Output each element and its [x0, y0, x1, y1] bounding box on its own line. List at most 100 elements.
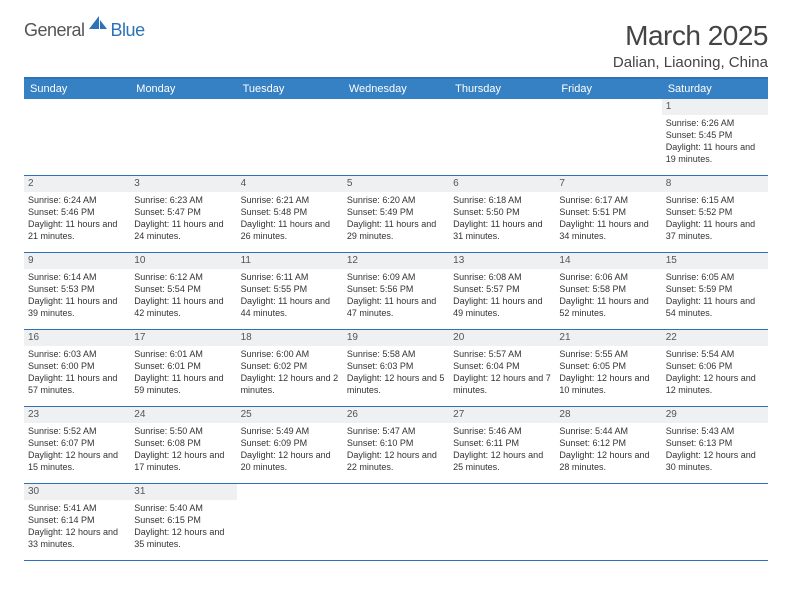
sunset-line: Sunset: 5:50 PM: [453, 206, 551, 218]
day-number: 9: [24, 253, 130, 269]
day-cell: 2Sunrise: 6:24 AMSunset: 5:46 PMDaylight…: [24, 176, 130, 252]
day-number: 10: [130, 253, 236, 269]
daylight-line: Daylight: 12 hours and 22 minutes.: [347, 449, 445, 473]
day-number: 15: [662, 253, 768, 269]
day-number: 3: [130, 176, 236, 192]
day-cell: 1Sunrise: 6:26 AMSunset: 5:45 PMDaylight…: [662, 99, 768, 175]
daylight-line: Daylight: 12 hours and 15 minutes.: [28, 449, 126, 473]
sunset-line: Sunset: 5:54 PM: [134, 283, 232, 295]
day-cell: 20Sunrise: 5:57 AMSunset: 6:04 PMDayligh…: [449, 330, 555, 406]
day-number: 5: [343, 176, 449, 192]
day-number: 26: [343, 407, 449, 423]
sunrise-line: Sunrise: 5:43 AM: [666, 425, 764, 437]
daylight-line: Daylight: 11 hours and 29 minutes.: [347, 218, 445, 242]
daylight-line: Daylight: 11 hours and 44 minutes.: [241, 295, 339, 319]
daylight-line: Daylight: 12 hours and 35 minutes.: [134, 526, 232, 550]
daylight-line: Daylight: 11 hours and 49 minutes.: [453, 295, 551, 319]
sunrise-line: Sunrise: 5:46 AM: [453, 425, 551, 437]
sunset-line: Sunset: 6:10 PM: [347, 437, 445, 449]
dow-cell: Wednesday: [343, 79, 449, 99]
sunset-line: Sunset: 6:13 PM: [666, 437, 764, 449]
sunset-line: Sunset: 6:04 PM: [453, 360, 551, 372]
day-number: 29: [662, 407, 768, 423]
day-cell: 13Sunrise: 6:08 AMSunset: 5:57 PMDayligh…: [449, 253, 555, 329]
daylight-line: Daylight: 11 hours and 26 minutes.: [241, 218, 339, 242]
empty-day-cell: [343, 484, 449, 560]
sunset-line: Sunset: 6:11 PM: [453, 437, 551, 449]
sunrise-line: Sunrise: 6:20 AM: [347, 194, 445, 206]
daylight-line: Daylight: 12 hours and 17 minutes.: [134, 449, 232, 473]
day-cell: 7Sunrise: 6:17 AMSunset: 5:51 PMDaylight…: [555, 176, 661, 252]
empty-day-cell: [237, 484, 343, 560]
day-cell: 11 Sunrise: 6:11 AMSunset: 5:55 PMDayligh…: [237, 253, 343, 329]
day-number: 7: [555, 176, 661, 192]
day-cell: 16Sunrise: 6:03 AMSunset: 6:00 PMDayligh…: [24, 330, 130, 406]
day-cell: 26Sunrise: 5:47 AMSunset: 6:10 PMDayligh…: [343, 407, 449, 483]
sunset-line: Sunset: 5:53 PM: [28, 283, 126, 295]
calendar-grid: SundayMondayTuesdayWednesdayThursdayFrid…: [24, 77, 768, 561]
day-cell: 15Sunrise: 6:05 AMSunset: 5:59 PMDayligh…: [662, 253, 768, 329]
day-number: 27: [449, 407, 555, 423]
day-number: 1: [662, 99, 768, 115]
sunset-line: Sunset: 5:49 PM: [347, 206, 445, 218]
sunset-line: Sunset: 5:55 PM: [241, 283, 339, 295]
dow-cell: Saturday: [662, 79, 768, 99]
sunrise-line: Sunrise: 5:50 AM: [134, 425, 232, 437]
sunrise-line: Sunrise: 5:54 AM: [666, 348, 764, 360]
sunset-line: Sunset: 5:45 PM: [666, 129, 764, 141]
day-number: 31: [130, 484, 236, 500]
sunset-line: Sunset: 6:05 PM: [559, 360, 657, 372]
sunset-line: Sunset: 5:47 PM: [134, 206, 232, 218]
sunrise-line: Sunrise: 5:58 AM: [347, 348, 445, 360]
sunrise-line: Sunrise: 6:11 AM: [241, 271, 339, 283]
day-number: 19: [343, 330, 449, 346]
day-cell: 10Sunrise: 6:12 AMSunset: 5:54 PMDayligh…: [130, 253, 236, 329]
day-cell: 21Sunrise: 5:55 AMSunset: 6:05 PMDayligh…: [555, 330, 661, 406]
daylight-line: Daylight: 11 hours and 42 minutes.: [134, 295, 232, 319]
day-cell: 5 Sunrise: 6:20 AMSunset: 5:49 PMDaylight…: [343, 176, 449, 252]
daylight-line: Daylight: 11 hours and 59 minutes.: [134, 372, 232, 396]
daylight-line: Daylight: 12 hours and 33 minutes.: [28, 526, 126, 550]
daylight-line: Daylight: 11 hours and 52 minutes.: [559, 295, 657, 319]
day-number: 24: [130, 407, 236, 423]
title-block: March 2025 Dalian, Liaoning, China: [613, 20, 768, 71]
day-number: 4: [237, 176, 343, 192]
daylight-line: Daylight: 11 hours and 47 minutes.: [347, 295, 445, 319]
day-cell: 4Sunrise: 6:21 AMSunset: 5:48 PMDaylight…: [237, 176, 343, 252]
empty-day-cell: [555, 99, 661, 175]
sunset-line: Sunset: 5:46 PM: [28, 206, 126, 218]
sunrise-line: Sunrise: 5:57 AM: [453, 348, 551, 360]
sunrise-line: Sunrise: 6:15 AM: [666, 194, 764, 206]
week-row: 16Sunrise: 6:03 AMSunset: 6:00 PMDayligh…: [24, 330, 768, 407]
sunrise-line: Sunrise: 6:05 AM: [666, 271, 764, 283]
sunrise-line: Sunrise: 6:21 AM: [241, 194, 339, 206]
day-of-week-header: SundayMondayTuesdayWednesdayThursdayFrid…: [24, 79, 768, 99]
week-row: 30Sunrise: 5:41 AMSunset: 6:14 PMDayligh…: [24, 484, 768, 561]
sunrise-line: Sunrise: 5:49 AM: [241, 425, 339, 437]
day-cell: 29Sunrise: 5:43 AMSunset: 6:13 PMDayligh…: [662, 407, 768, 483]
daylight-line: Daylight: 12 hours and 10 minutes.: [559, 372, 657, 396]
day-number: 22: [662, 330, 768, 346]
dow-cell: Sunday: [24, 79, 130, 99]
sunset-line: Sunset: 6:01 PM: [134, 360, 232, 372]
empty-day-cell: [130, 99, 236, 175]
day-number: 2: [24, 176, 130, 192]
sunrise-line: Sunrise: 6:17 AM: [559, 194, 657, 206]
day-number: 23: [24, 407, 130, 423]
day-cell: 8Sunrise: 6:15 AMSunset: 5:52 PMDaylight…: [662, 176, 768, 252]
sunset-line: Sunset: 6:12 PM: [559, 437, 657, 449]
logo-sail-icon: [89, 16, 109, 30]
day-cell: 25Sunrise: 5:49 AMSunset: 6:09 PMDayligh…: [237, 407, 343, 483]
daylight-line: Daylight: 11 hours and 37 minutes.: [666, 218, 764, 242]
sunset-line: Sunset: 5:56 PM: [347, 283, 445, 295]
week-row: 1Sunrise: 6:26 AMSunset: 5:45 PMDaylight…: [24, 99, 768, 176]
sunrise-line: Sunrise: 6:09 AM: [347, 271, 445, 283]
day-cell: 27Sunrise: 5:46 AMSunset: 6:11 PMDayligh…: [449, 407, 555, 483]
sunrise-line: Sunrise: 6:18 AM: [453, 194, 551, 206]
sunset-line: Sunset: 6:00 PM: [28, 360, 126, 372]
sunrise-line: Sunrise: 6:00 AM: [241, 348, 339, 360]
sunrise-line: Sunrise: 6:23 AM: [134, 194, 232, 206]
day-number: 11: [237, 253, 343, 269]
dow-cell: Monday: [130, 79, 236, 99]
day-cell: 18Sunrise: 6:00 AMSunset: 6:02 PMDayligh…: [237, 330, 343, 406]
